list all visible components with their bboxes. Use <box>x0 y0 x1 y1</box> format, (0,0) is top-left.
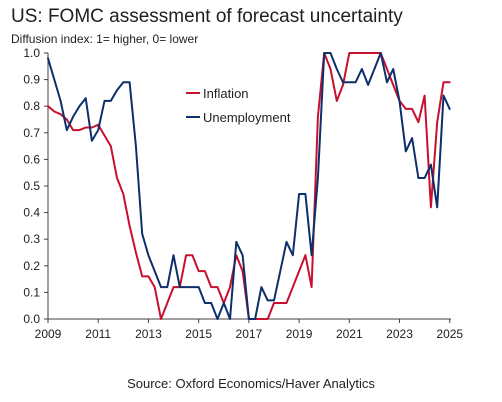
x-tick-label: 2017 <box>236 327 263 341</box>
x-tick-label: 2015 <box>185 327 212 341</box>
y-tick-label: 0.3 <box>23 232 40 246</box>
x-tick-label: 2009 <box>35 327 62 341</box>
y-tick-label: 0.9 <box>23 73 40 87</box>
series-line-unemployment <box>47 52 451 320</box>
chart-title: US: FOMC assessment of forecast uncertai… <box>11 6 403 27</box>
x-tick-label: 2013 <box>135 327 162 341</box>
y-tick-label: 0.7 <box>23 126 40 140</box>
y-tick-label: 0.5 <box>23 179 40 193</box>
y-tick-label: 0.6 <box>23 152 40 166</box>
x-tick-label: 2025 <box>436 327 463 341</box>
y-tick-label: 0.0 <box>23 312 40 326</box>
y-tick-label: 0.1 <box>23 285 40 299</box>
y-tick-label: 1.0 <box>23 46 40 60</box>
legend-label-inflation: Inflation <box>203 86 249 101</box>
series-line-inflation <box>47 52 451 320</box>
x-tick-label: 2011 <box>85 327 111 341</box>
x-tick-label: 2021 <box>336 327 363 341</box>
chart-source: Source: Oxford Economics/Haver Analytics <box>127 376 375 391</box>
y-tick-label: 0.4 <box>23 206 40 220</box>
x-tick-label: 2023 <box>386 327 413 341</box>
y-tick-label: 0.8 <box>23 99 40 113</box>
chart-subtitle: Diffusion index: 1= higher, 0= lower <box>11 32 199 46</box>
legend-label-unemployment: Unemployment <box>203 110 291 125</box>
x-tick-label: 2019 <box>286 327 313 341</box>
y-tick-label: 0.2 <box>23 259 40 273</box>
